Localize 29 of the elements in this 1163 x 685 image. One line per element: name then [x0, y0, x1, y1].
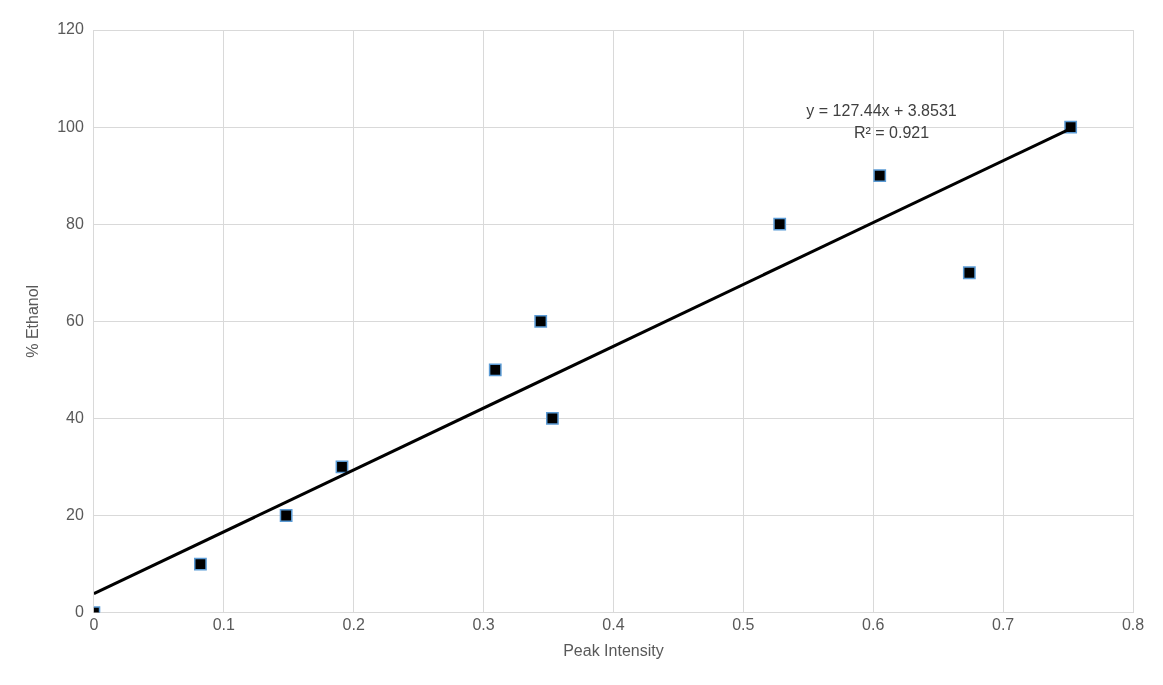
y-tick-label: 0 [74, 603, 84, 621]
annotation: R² = 0.921 [853, 124, 930, 141]
point [545, 411, 559, 425]
x-tick-label: 0.3 [472, 615, 495, 633]
x-tick-label: 0.4 [602, 615, 625, 633]
point [962, 266, 976, 280]
annotation: y = 127.44x + 3.8531 [806, 102, 957, 119]
y-tick-label: 20 [66, 505, 84, 523]
x-tick-label: 0.2 [342, 615, 365, 633]
point [773, 217, 787, 231]
y-axis-title: % Ethanol [24, 284, 42, 358]
point [1064, 120, 1078, 134]
point [279, 509, 293, 522]
x-tick-label: 0.6 [862, 615, 885, 633]
point [534, 314, 548, 328]
point [488, 363, 502, 377]
y-tick-label: 60 [66, 311, 84, 329]
y-tick-label: 80 [66, 214, 84, 232]
point [873, 169, 887, 183]
x-tick-label: 0.7 [991, 615, 1015, 633]
x-tick-label: 0.8 [1121, 615, 1145, 633]
y-tick-label: 120 [57, 20, 84, 38]
x-axis-title: Peak Intensity [563, 641, 664, 659]
x-tick-label: 0 [89, 615, 99, 633]
y-tick-label: 40 [66, 408, 84, 426]
x-tick-label: 0.5 [732, 615, 755, 633]
x-tick-label: 0.1 [212, 615, 235, 633]
y-tick-label: 100 [57, 117, 84, 135]
point [194, 557, 207, 571]
